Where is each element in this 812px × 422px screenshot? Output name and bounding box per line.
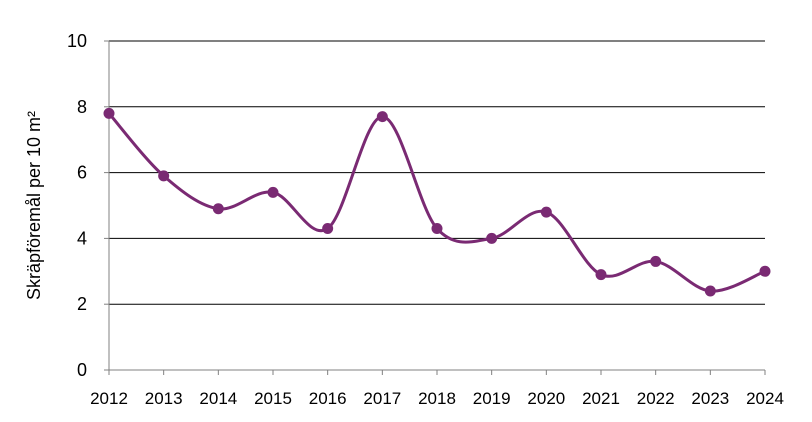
data-point-2016 (322, 223, 334, 235)
data-point-2014 (212, 203, 224, 215)
y-tick-label: 10 (67, 31, 87, 51)
data-point-2021 (595, 269, 607, 281)
y-tick-labels: 0 2 4 6 8 10 (67, 31, 87, 380)
data-point-2018 (431, 223, 443, 235)
y-tick-label: 6 (77, 163, 87, 183)
x-tick-label: 2024 (746, 389, 784, 408)
y-tick-label: 8 (77, 97, 87, 117)
x-tick-labels: 2012 2013 2014 2015 2016 2017 2018 2019 2020 2021… (90, 389, 784, 408)
data-point-2019 (486, 232, 498, 244)
x-tick-label: 2016 (309, 389, 347, 408)
y-tick-label: 2 (77, 294, 87, 314)
y-axis-label: Skräpföremål per 10 m² (24, 111, 44, 300)
x-tick-label: 2018 (418, 389, 456, 408)
data-point-2022 (650, 255, 662, 267)
data-point-2020 (540, 206, 552, 218)
data-point-2024 (759, 265, 771, 277)
x-tick-label: 2014 (199, 389, 237, 408)
data-points (103, 107, 771, 297)
series-line (107, 112, 766, 293)
x-tick-label: 2020 (527, 389, 565, 408)
x-tick-label: 2017 (363, 389, 401, 408)
y-tick-label: 4 (77, 228, 87, 248)
axes (104, 40, 766, 375)
data-point-2017 (376, 111, 388, 123)
y-tick-label: 0 (77, 360, 87, 380)
x-tick-label: 2022 (637, 389, 675, 408)
data-point-2015 (267, 186, 279, 198)
gridlines (109, 40, 765, 305)
x-tick-label: 2012 (90, 389, 128, 408)
x-tick-label: 2019 (473, 389, 511, 408)
x-tick-label: 2023 (691, 389, 729, 408)
x-tick-label: 2013 (145, 389, 183, 408)
x-tick-label: 2015 (254, 389, 292, 408)
x-tick-label: 2021 (582, 389, 620, 408)
data-point-2023 (704, 285, 716, 297)
data-point-2012 (103, 107, 115, 119)
data-point-2013 (158, 170, 170, 182)
